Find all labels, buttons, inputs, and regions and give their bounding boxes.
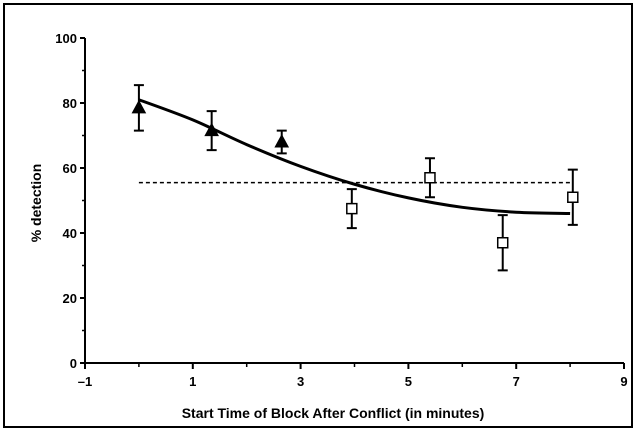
data-points	[131, 84, 579, 272]
y-axis-label: % detection	[28, 164, 44, 243]
y-tick-label: 0	[70, 356, 77, 371]
data-point	[274, 129, 290, 155]
y-tick-label: 20	[63, 291, 77, 306]
x-tick-label: 9	[620, 374, 627, 389]
data-point	[496, 214, 509, 272]
square-marker	[567, 191, 579, 203]
x-tick-label: 5	[405, 374, 412, 389]
triangle-marker	[204, 122, 220, 137]
data-point	[346, 188, 358, 230]
fit-curve	[138, 98, 571, 215]
triangle-marker	[131, 99, 147, 114]
axes	[80, 37, 625, 369]
x-tick-label: 7	[513, 374, 520, 389]
chart-frame: 0 20 40 60 80 100 –1 1 3 5 7 9 Start Time of Block …	[3, 3, 633, 428]
x-tick-label: 3	[297, 374, 304, 389]
data-point	[131, 84, 147, 132]
square-marker	[496, 237, 509, 249]
data-point	[424, 157, 436, 199]
tick-labels: 0 20 40 60 80 100 –1 1 3 5 7 9	[55, 31, 627, 389]
square-marker	[346, 202, 358, 215]
square-marker	[424, 172, 436, 184]
y-tick-label: 80	[63, 96, 77, 111]
triangle-marker	[274, 133, 290, 148]
data-point	[567, 168, 579, 226]
chart-svg: 0 20 40 60 80 100 –1 1 3 5 7 9 Start Time of Block …	[28, 31, 628, 421]
y-tick-label: 40	[63, 226, 77, 241]
x-tick-label: –1	[78, 374, 92, 389]
x-axis-label: Start Time of Block After Conflict (in m…	[182, 405, 485, 421]
y-tick-label: 60	[63, 161, 77, 176]
curves	[138, 98, 573, 215]
data-point	[204, 110, 220, 152]
y-tick-label: 100	[55, 31, 77, 46]
x-tick-label: 1	[189, 374, 196, 389]
